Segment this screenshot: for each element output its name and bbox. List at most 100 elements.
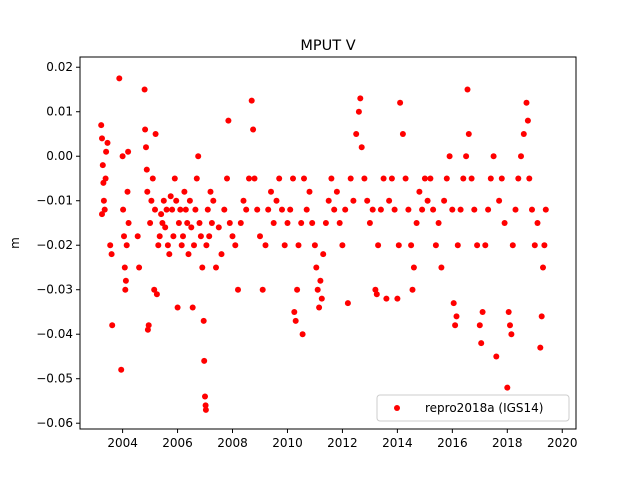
data-point bbox=[207, 188, 214, 195]
x-tick-label: 2016 bbox=[437, 436, 468, 450]
data-point bbox=[248, 97, 255, 104]
data-point bbox=[121, 264, 128, 271]
legend-marker bbox=[394, 405, 400, 411]
data-point bbox=[103, 148, 110, 155]
data-point bbox=[524, 117, 531, 124]
data-point bbox=[265, 206, 272, 213]
data-point bbox=[454, 242, 461, 249]
data-point bbox=[509, 242, 516, 249]
data-point bbox=[322, 220, 329, 226]
data-point bbox=[186, 197, 193, 204]
data-point bbox=[99, 211, 105, 218]
data-point bbox=[409, 286, 416, 293]
data-point bbox=[344, 300, 351, 307]
data-point bbox=[476, 322, 483, 329]
data-point bbox=[298, 220, 305, 226]
data-point bbox=[479, 309, 486, 315]
data-point bbox=[391, 206, 398, 213]
data-point bbox=[534, 220, 541, 226]
data-point bbox=[210, 197, 217, 204]
data-point bbox=[350, 197, 357, 204]
y-tick-label: 0.00 bbox=[46, 149, 73, 163]
data-point bbox=[478, 340, 485, 347]
data-point bbox=[160, 197, 167, 204]
data-point bbox=[218, 251, 225, 258]
data-point bbox=[361, 175, 368, 182]
data-point bbox=[311, 242, 318, 249]
data-point bbox=[122, 277, 129, 284]
data-point bbox=[520, 131, 527, 137]
data-point bbox=[100, 197, 107, 204]
data-point bbox=[152, 131, 159, 137]
data-point bbox=[290, 175, 296, 182]
data-point bbox=[424, 197, 431, 204]
data-point bbox=[523, 99, 530, 106]
data-point bbox=[331, 206, 338, 213]
y-tick-label: −0.06 bbox=[36, 416, 73, 430]
data-point bbox=[449, 206, 456, 213]
data-point bbox=[273, 197, 280, 204]
data-point bbox=[342, 206, 349, 213]
data-point bbox=[383, 295, 390, 302]
data-point bbox=[508, 331, 515, 338]
data-point bbox=[303, 206, 310, 213]
axis-ticks: 2004 2006 2008 2010 2012 2014 2016 2018 2020 0.02… bbox=[36, 60, 577, 450]
data-point bbox=[501, 220, 508, 226]
legend-box bbox=[376, 394, 570, 422]
data-point bbox=[195, 153, 202, 160]
data-point bbox=[413, 220, 420, 226]
data-point bbox=[526, 175, 533, 182]
data-point bbox=[438, 264, 445, 271]
data-point bbox=[463, 153, 470, 160]
data-point bbox=[364, 197, 371, 204]
data-point bbox=[125, 148, 132, 155]
data-point bbox=[468, 175, 475, 182]
data-point bbox=[430, 206, 437, 213]
data-point bbox=[173, 197, 180, 204]
data-point bbox=[180, 233, 186, 240]
data-point bbox=[518, 153, 524, 160]
data-point bbox=[320, 251, 327, 258]
data-point bbox=[123, 242, 130, 249]
data-point bbox=[225, 117, 232, 124]
data-point bbox=[259, 286, 266, 293]
x-tick-label: 2010 bbox=[272, 436, 303, 450]
data-point bbox=[441, 197, 448, 204]
data-point bbox=[493, 353, 500, 360]
data-point bbox=[141, 86, 148, 93]
data-point bbox=[99, 162, 106, 169]
data-point bbox=[325, 197, 332, 204]
data-point bbox=[144, 188, 151, 195]
data-point bbox=[284, 220, 291, 226]
data-point bbox=[107, 242, 114, 249]
data-point bbox=[313, 264, 320, 271]
data-point bbox=[487, 175, 494, 182]
data-point bbox=[410, 264, 417, 271]
data-point bbox=[373, 291, 380, 298]
data-point bbox=[490, 153, 497, 160]
data-point bbox=[149, 175, 156, 182]
x-tick-label: 2008 bbox=[217, 436, 248, 450]
data-point bbox=[294, 286, 301, 293]
data-point bbox=[240, 197, 247, 204]
data-point bbox=[142, 126, 149, 133]
data-point bbox=[102, 175, 109, 182]
data-point bbox=[171, 175, 178, 182]
x-tick-label: 2006 bbox=[162, 436, 193, 450]
data-point bbox=[375, 242, 382, 249]
legend: repro2018a (IGS14) bbox=[376, 394, 570, 422]
data-point bbox=[465, 131, 472, 137]
data-point bbox=[262, 242, 269, 249]
data-point bbox=[121, 233, 127, 240]
data-point bbox=[221, 206, 228, 213]
data-point bbox=[99, 135, 105, 142]
data-point bbox=[460, 175, 467, 182]
data-point bbox=[174, 304, 181, 311]
data-point bbox=[251, 175, 258, 182]
data-point bbox=[291, 309, 298, 315]
data-point bbox=[202, 406, 209, 413]
data-point bbox=[224, 175, 230, 182]
data-point bbox=[206, 233, 213, 240]
data-point bbox=[162, 224, 169, 231]
